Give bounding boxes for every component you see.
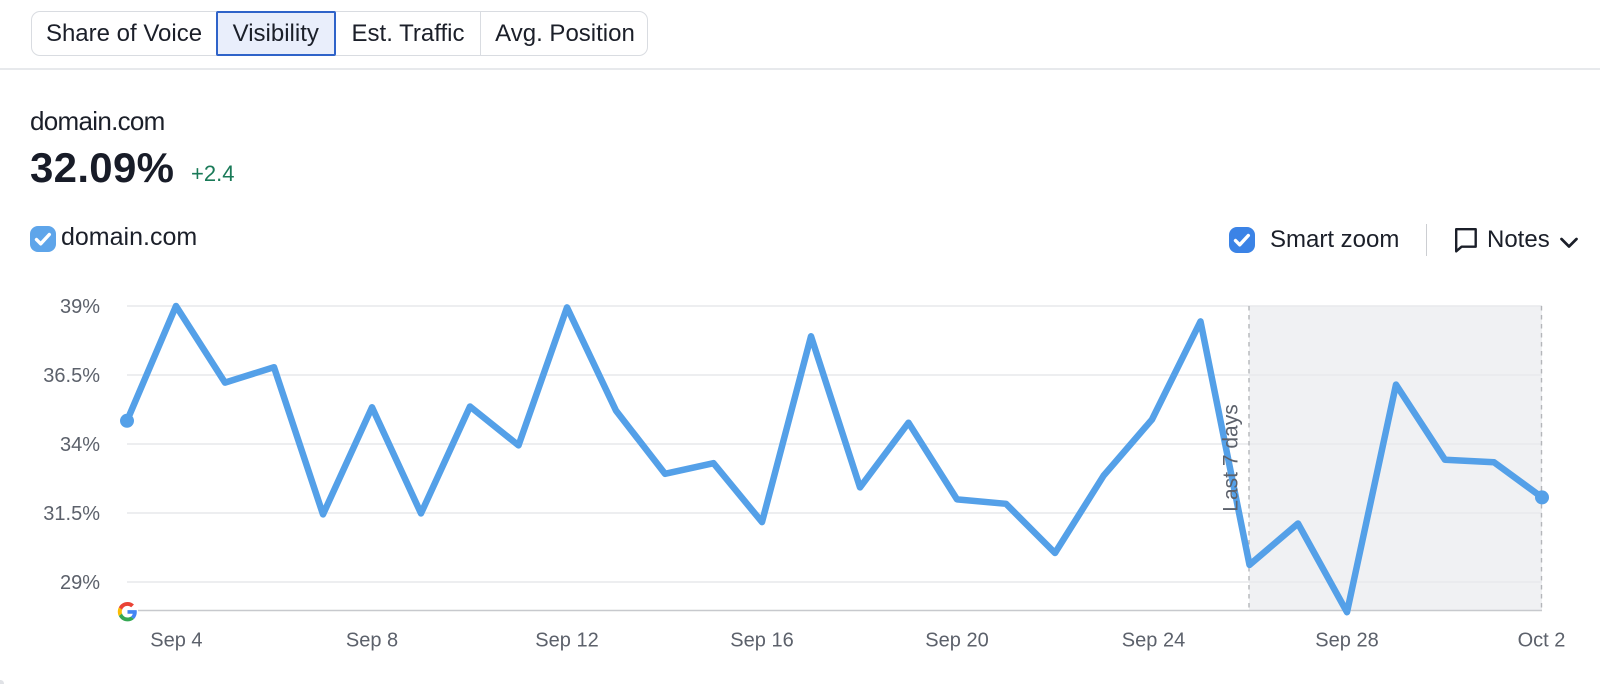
svg-text:Sep 20: Sep 20 bbox=[925, 629, 988, 651]
svg-text:Sep 28: Sep 28 bbox=[1315, 629, 1378, 651]
svg-text:Sep 4: Sep 4 bbox=[150, 629, 202, 651]
svg-text:39%: 39% bbox=[60, 296, 100, 318]
svg-text:Sep 16: Sep 16 bbox=[730, 629, 793, 651]
svg-text:36.5%: 36.5% bbox=[43, 365, 100, 387]
svg-text:Oct 2: Oct 2 bbox=[1518, 629, 1566, 651]
svg-text:34%: 34% bbox=[60, 434, 100, 456]
svg-text:Sep 8: Sep 8 bbox=[346, 629, 398, 651]
svg-text:31.5%: 31.5% bbox=[43, 503, 100, 525]
svg-text:Last 7 days: Last 7 days bbox=[1220, 404, 1243, 511]
svg-text:29%: 29% bbox=[60, 572, 100, 594]
svg-text:Sep 24: Sep 24 bbox=[1122, 629, 1185, 651]
svg-text:Sep 12: Sep 12 bbox=[535, 629, 598, 651]
